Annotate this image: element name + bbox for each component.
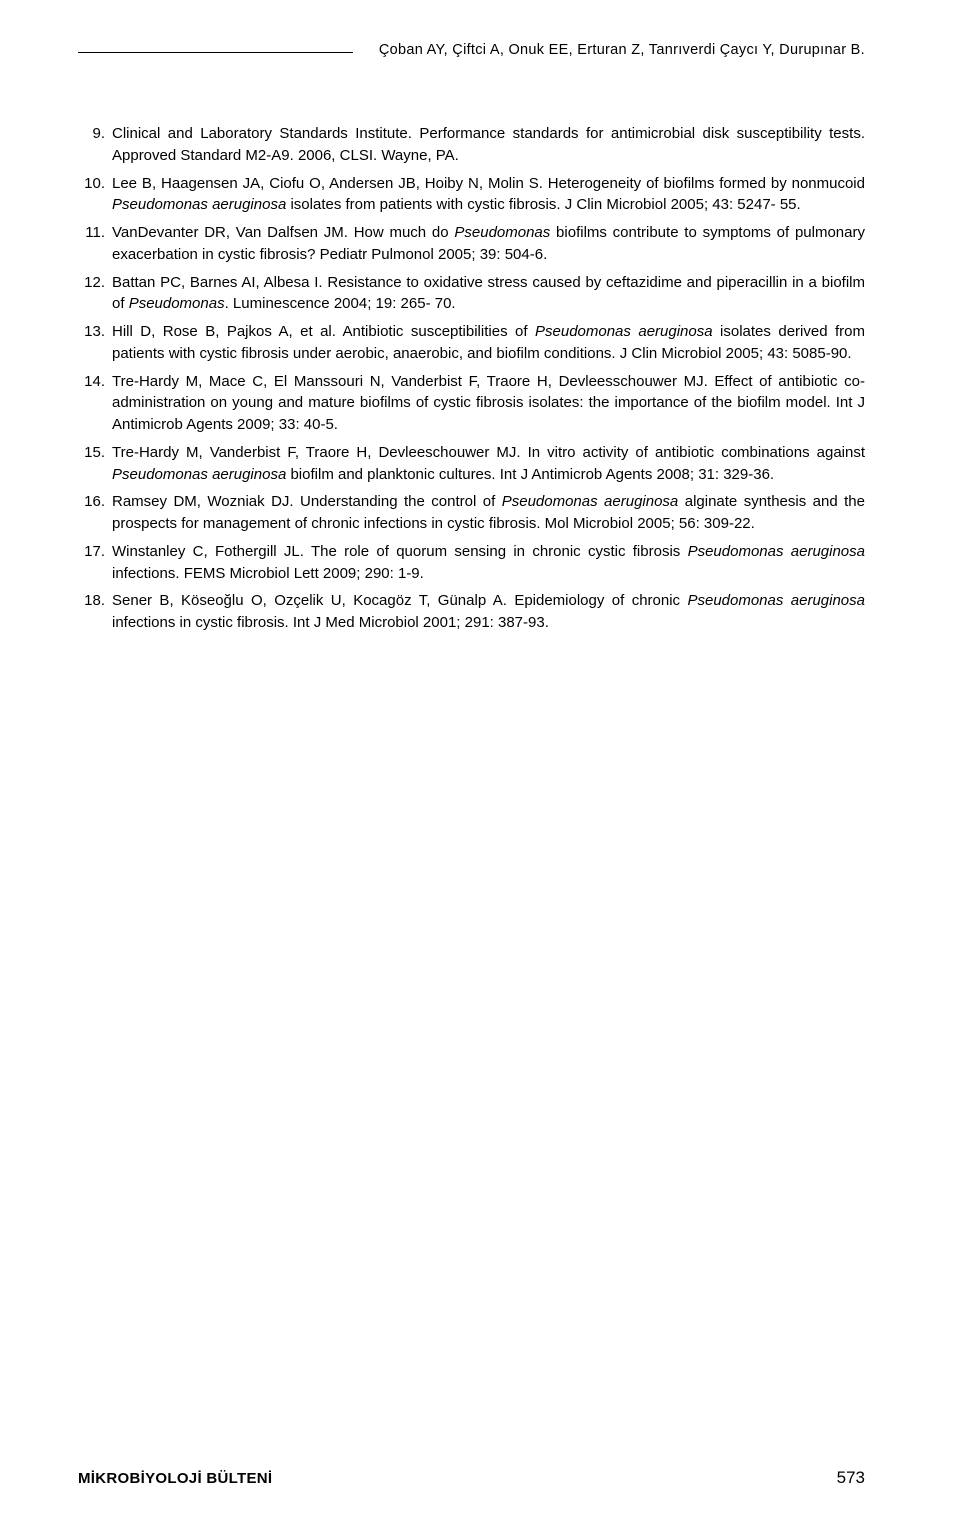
- reference-number: 11.: [78, 222, 112, 266]
- footer: MİKROBİYOLOJİ BÜLTENİ 573: [78, 1468, 865, 1488]
- reference-text: Lee B, Haagensen JA, Ciofu O, Andersen J…: [112, 173, 865, 217]
- reference-number: 10.: [78, 173, 112, 217]
- reference-number: 13.: [78, 321, 112, 365]
- reference-text: Ramsey DM, Wozniak DJ. Understanding the…: [112, 491, 865, 535]
- reference-item: 16.Ramsey DM, Wozniak DJ. Understanding …: [78, 491, 865, 535]
- reference-number: 16.: [78, 491, 112, 535]
- reference-item: 9.Clinical and Laboratory Standards Inst…: [78, 123, 865, 167]
- reference-item: 13.Hill D, Rose B, Pajkos A, et al. Anti…: [78, 321, 865, 365]
- reference-number: 17.: [78, 541, 112, 585]
- reference-text: Winstanley C, Fothergill JL. The role of…: [112, 541, 865, 585]
- reference-text: Tre-Hardy M, Vanderbist F, Traore H, Dev…: [112, 442, 865, 486]
- reference-number: 9.: [78, 123, 112, 167]
- reference-number: 15.: [78, 442, 112, 486]
- reference-item: 10.Lee B, Haagensen JA, Ciofu O, Anderse…: [78, 173, 865, 217]
- reference-item: 18.Sener B, Köseoğlu O, Ozçelik U, Kocag…: [78, 590, 865, 634]
- reference-text: Battan PC, Barnes AI, Albesa I. Resistan…: [112, 272, 865, 316]
- reference-text: Clinical and Laboratory Standards Instit…: [112, 123, 865, 167]
- footer-journal-title: MİKROBİYOLOJİ BÜLTENİ: [78, 1470, 272, 1487]
- reference-item: 17.Winstanley C, Fothergill JL. The role…: [78, 541, 865, 585]
- reference-number: 18.: [78, 590, 112, 634]
- reference-text: Tre-Hardy M, Mace C, El Manssouri N, Van…: [112, 371, 865, 436]
- reference-item: 14.Tre-Hardy M, Mace C, El Manssouri N, …: [78, 371, 865, 436]
- reference-text: VanDevanter DR, Van Dalfsen JM. How much…: [112, 222, 865, 266]
- reference-list: 9.Clinical and Laboratory Standards Inst…: [78, 123, 865, 634]
- header-authors: Çoban AY, Çiftci A, Onuk EE, Erturan Z, …: [379, 42, 865, 58]
- reference-item: 12.Battan PC, Barnes AI, Albesa I. Resis…: [78, 272, 865, 316]
- reference-item: 11.VanDevanter DR, Van Dalfsen JM. How m…: [78, 222, 865, 266]
- footer-page-number: 573: [837, 1468, 865, 1488]
- reference-number: 14.: [78, 371, 112, 436]
- reference-text: Hill D, Rose B, Pajkos A, et al. Antibio…: [112, 321, 865, 365]
- reference-item: 15.Tre-Hardy M, Vanderbist F, Traore H, …: [78, 442, 865, 486]
- header-rule: [78, 52, 353, 53]
- reference-text: Sener B, Köseoğlu O, Ozçelik U, Kocagöz …: [112, 590, 865, 634]
- reference-number: 12.: [78, 272, 112, 316]
